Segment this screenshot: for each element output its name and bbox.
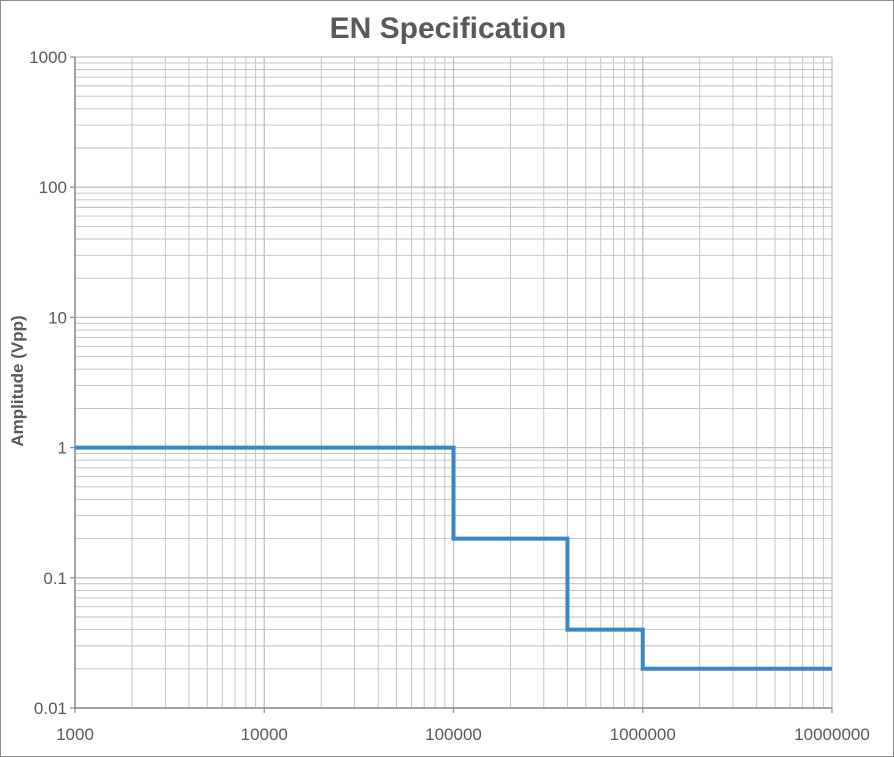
- axes: [70, 56, 833, 713]
- y-tick-label: 0.01: [34, 699, 67, 718]
- x-tick-label: 1000: [56, 725, 94, 744]
- tick-labels: 0.01 0.1 1 10 100 1000 1000 10000 100000 1000000 1…: [29, 48, 870, 744]
- series: [75, 445, 832, 671]
- grid: [74, 56, 833, 709]
- x-tick-label: 10000000: [794, 725, 870, 744]
- series-line: [75, 445, 832, 671]
- x-tick-label: 100000: [425, 725, 482, 744]
- x-tick-label: 10000: [241, 725, 288, 744]
- y-tick-label: 100: [39, 178, 67, 197]
- y-tick-label: 1000: [29, 48, 67, 67]
- y-tick-label: 1: [58, 439, 67, 458]
- y-tick-label: 10: [48, 308, 67, 327]
- y-axis-label: Amplitude (Vpp): [8, 315, 27, 446]
- x-tick-label: 1000000: [610, 725, 676, 744]
- y-tick-label: 0.1: [43, 569, 67, 588]
- chart-title: EN Specification: [330, 12, 567, 45]
